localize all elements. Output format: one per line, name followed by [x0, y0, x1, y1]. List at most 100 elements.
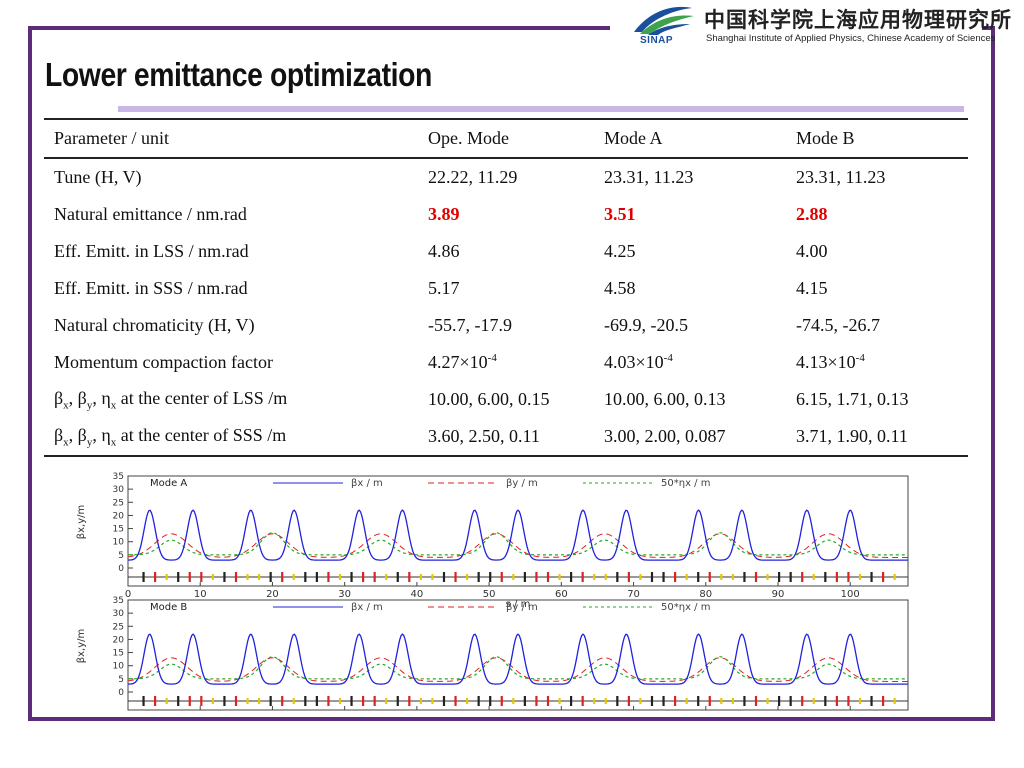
- magnet-element: [304, 572, 307, 582]
- value-cell: 5.17: [428, 278, 460, 298]
- x-axis-label: s / m: [506, 599, 531, 610]
- value-cell-highlight: 3.89: [428, 204, 460, 224]
- magnet-element: [766, 698, 769, 704]
- magnet-element: [893, 698, 896, 704]
- magnet-element: [616, 572, 619, 582]
- x-tick-label: 70: [627, 589, 640, 600]
- magnet-element: [708, 696, 711, 706]
- magnet-element: [246, 574, 249, 580]
- magnet-element: [847, 696, 850, 706]
- magnet-element: [188, 696, 191, 706]
- magnet-element: [882, 572, 885, 582]
- magnet-element: [639, 574, 642, 580]
- plot-frame: [127, 475, 909, 587]
- table-row: βx, βy, ηx at the center of LSS /m 10.00…: [44, 381, 968, 418]
- magnet-element: [292, 698, 295, 704]
- table-header-row: Parameter / unit Ope. Mode Mode A Mode B: [44, 118, 968, 159]
- magnet-element: [570, 572, 573, 582]
- param-cell: βx, βy, ηx at the center of LSS /m: [54, 387, 288, 412]
- panel-label: Mode A: [150, 478, 187, 489]
- beta-y-line: [127, 657, 908, 682]
- y-tick-label: 30: [113, 609, 125, 619]
- magnet-element: [304, 696, 307, 706]
- magnet-element: [858, 574, 862, 580]
- y-tick-label: 5: [118, 551, 124, 561]
- magnet-element: [442, 696, 446, 706]
- x-tick-label: 80: [699, 589, 712, 600]
- legend-label: 50*ηx / m: [661, 478, 710, 489]
- magnet-element: [419, 574, 422, 580]
- magnet-element: [477, 572, 480, 582]
- magnet-element: [754, 572, 758, 582]
- magnet-element: [593, 698, 596, 704]
- magnet-element: [558, 698, 561, 704]
- magnet-element: [315, 572, 318, 582]
- magnet-element: [442, 572, 446, 582]
- magnet-element: [754, 696, 758, 706]
- magnet-element: [801, 572, 804, 582]
- x-tick-label: 90: [772, 589, 785, 600]
- value-cell: 3.71, 1.90, 0.11: [786, 418, 968, 457]
- eta-x-line: [128, 656, 908, 680]
- magnet-element: [315, 696, 318, 706]
- magnet-element: [211, 698, 214, 704]
- magnet-element: [512, 698, 515, 704]
- x-tick-label: 40: [411, 589, 424, 600]
- value-cell: 10.00, 6.00, 0.13: [604, 389, 726, 409]
- magnet-element: [731, 574, 734, 580]
- magnet-element: [512, 574, 515, 580]
- magnet-element: [246, 698, 249, 704]
- magnet-element: [258, 698, 261, 704]
- magnet-element: [373, 572, 376, 582]
- magnet-element: [720, 574, 723, 580]
- magnet-element: [847, 572, 850, 582]
- magnet-element: [789, 572, 792, 582]
- value-cell: 4.58: [604, 278, 636, 298]
- slide-title: Lower emittance optimization: [45, 56, 432, 93]
- magnet-element: [604, 698, 607, 704]
- param-cell: Natural emittance / nm.rad: [54, 204, 247, 224]
- magnet-element: [258, 574, 261, 580]
- magnet-element: [350, 696, 353, 706]
- magnet-element: [870, 696, 873, 706]
- magnet-element: [858, 698, 862, 704]
- magnet-element: [350, 572, 353, 582]
- magnet-element: [835, 696, 838, 706]
- x-tick-label: 20: [266, 589, 279, 600]
- magnet-element: [685, 698, 688, 704]
- value-cell: -55.7, -17.9: [428, 315, 512, 335]
- magnet-element: [523, 696, 526, 706]
- magnet-element: [154, 696, 157, 706]
- column-header: Mode A: [594, 118, 786, 159]
- magnet-element: [650, 572, 654, 582]
- magnet-element: [177, 572, 180, 582]
- magnet-element: [731, 698, 734, 704]
- y-tick-label: 20: [113, 511, 125, 521]
- magnet-element: [489, 696, 492, 706]
- institute-name-cn: 中国科学院上海应用物理研究所: [704, 7, 1012, 32]
- value-cell: 4.15: [796, 278, 828, 298]
- magnet-element: [581, 572, 584, 582]
- magnet-element: [454, 696, 457, 706]
- legend-label: βx / m: [351, 478, 383, 489]
- magnet-element: [697, 696, 700, 706]
- magnet-element: [812, 574, 815, 580]
- param-cell: βx, βy, ηx at the center of SSS /m: [44, 418, 418, 457]
- magnet-element: [408, 572, 411, 582]
- x-tick-label: 50: [483, 589, 496, 600]
- table-row: Momentum compaction factor 4.27×10-4 4.0…: [44, 344, 968, 381]
- magnet-element: [477, 696, 480, 706]
- magnet-element: [546, 696, 550, 706]
- param-cell: Eff. Emitt. in SSS / nm.rad: [54, 278, 248, 298]
- title-underline: [118, 106, 964, 112]
- magnet-element: [639, 698, 642, 704]
- param-cell: Eff. Emitt. in LSS / nm.rad: [54, 241, 249, 261]
- panel-label: Mode B: [150, 602, 187, 613]
- param-cell: Natural chromaticity (H, V): [54, 315, 255, 335]
- legend-label: βx / m: [351, 602, 383, 613]
- magnet-element: [269, 696, 272, 706]
- magnet-element: [778, 572, 781, 582]
- y-tick-label: 10: [113, 538, 125, 548]
- magnet-element: [396, 572, 399, 582]
- x-tick-label: 100: [841, 589, 860, 600]
